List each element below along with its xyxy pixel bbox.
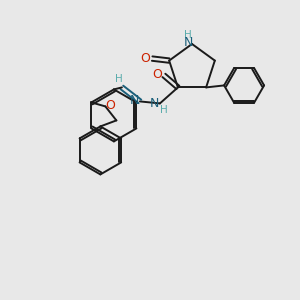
Text: O: O bbox=[152, 68, 162, 81]
Text: N: N bbox=[130, 94, 140, 107]
Text: O: O bbox=[140, 52, 150, 65]
Text: H: H bbox=[184, 30, 192, 40]
Text: H: H bbox=[115, 74, 123, 84]
Text: O: O bbox=[105, 99, 115, 112]
Text: H: H bbox=[160, 105, 168, 116]
Text: N: N bbox=[150, 97, 160, 110]
Text: N: N bbox=[183, 35, 193, 49]
